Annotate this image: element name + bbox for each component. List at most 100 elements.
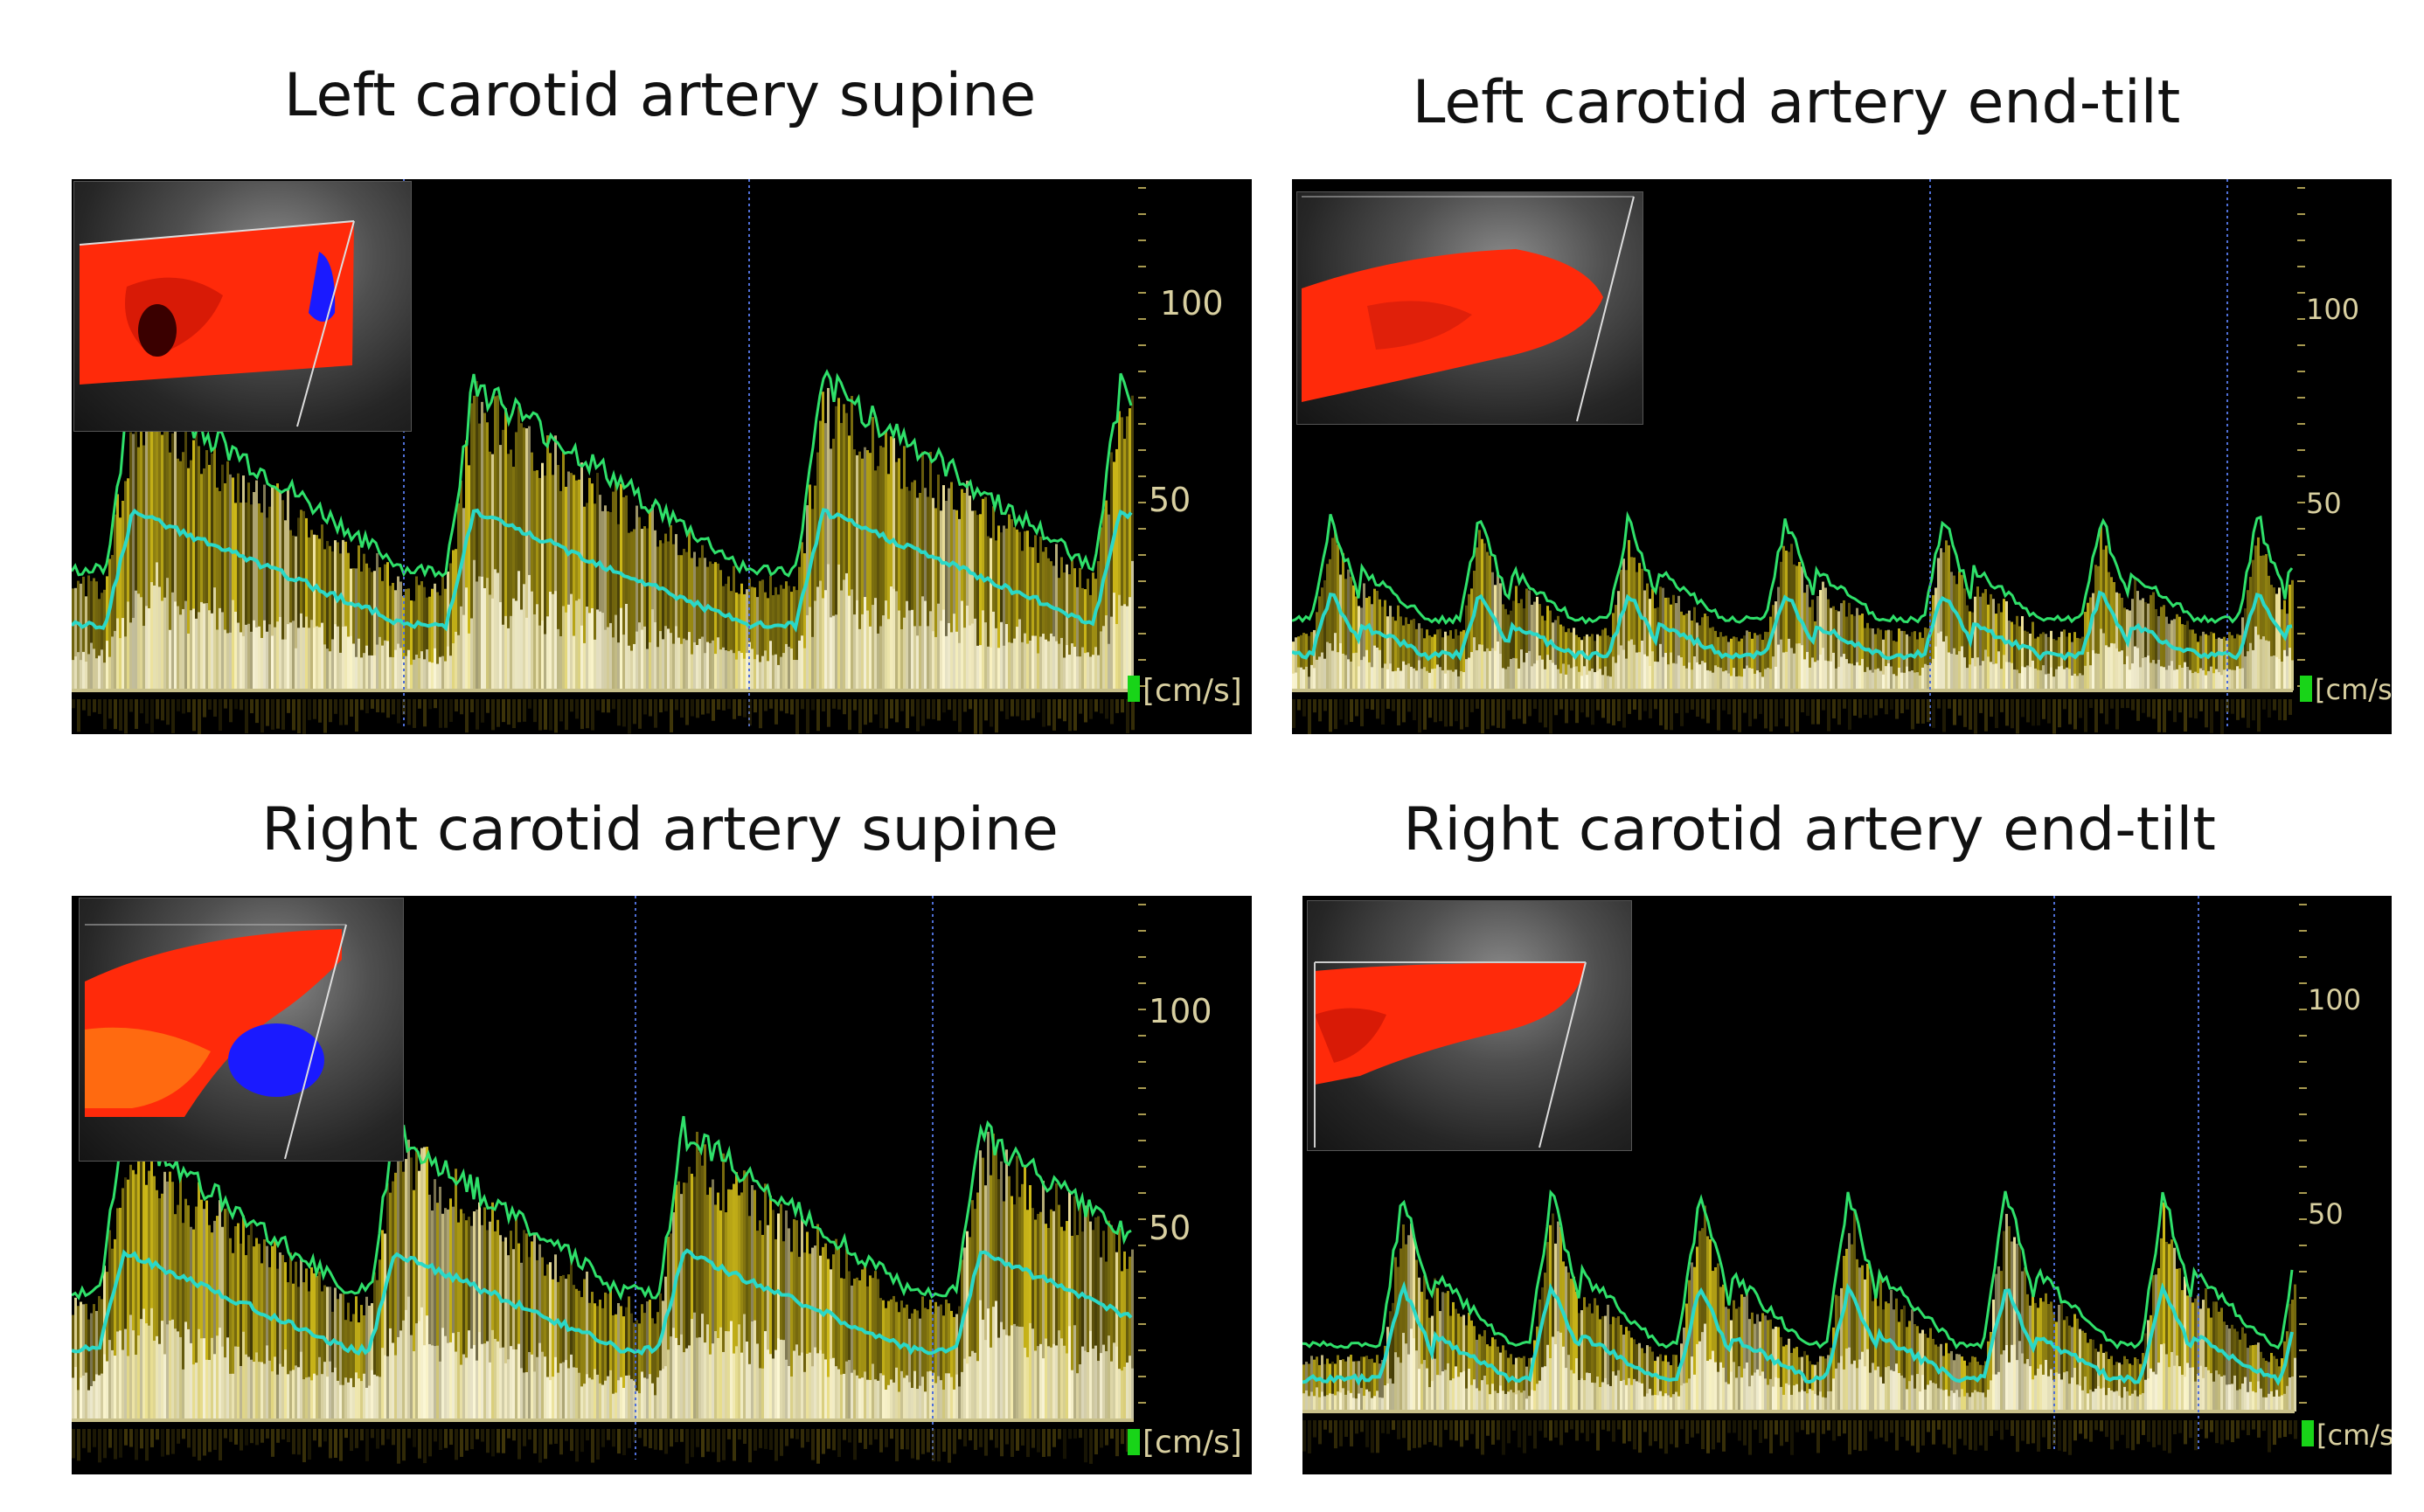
spectral-noise [2236, 699, 2240, 720]
spectral-noise [77, 1429, 80, 1461]
spectral-noise [2079, 1420, 2082, 1434]
spectral-noise [213, 1429, 217, 1450]
spectral-noise [811, 699, 815, 711]
spectral-noise [1654, 699, 1657, 710]
spectral-noise [507, 699, 510, 725]
spectral-noise [890, 699, 893, 719]
spectral-noise [533, 699, 537, 723]
spectral-noise [428, 1429, 432, 1457]
spectral-noise [1811, 699, 1815, 725]
spectral-noise [858, 699, 862, 734]
color-doppler-inset [1296, 191, 1643, 425]
spectral-noise [250, 699, 254, 714]
spectral-noise [1801, 1420, 1804, 1431]
spectral-noise [1381, 699, 1385, 725]
spectral-noise [1670, 1420, 1673, 1445]
spectral-noise [1979, 1420, 1983, 1446]
spectral-noise [2131, 699, 2135, 711]
spectral-noise [1806, 1420, 1809, 1435]
spectral-noise [1063, 699, 1066, 722]
spectral-noise [780, 699, 783, 711]
spectral-noise [990, 699, 993, 727]
spectral-noise [1806, 699, 1809, 717]
spectral-noise [423, 699, 427, 727]
spectral-noise [507, 1429, 510, 1439]
spectral-noise [434, 699, 437, 709]
spectral-noise [2058, 699, 2061, 728]
spectral-noise [911, 699, 914, 717]
spectral-noise [1612, 699, 1615, 725]
spectral-noise [953, 1429, 956, 1454]
spectral-noise [1916, 699, 1920, 724]
spectral-noise [2294, 1420, 2297, 1439]
spectral-noise [837, 699, 841, 710]
spectral-noise [1084, 1429, 1087, 1463]
spectral-noise [1633, 699, 1636, 710]
spectral-noise [921, 1429, 925, 1454]
spectral-noise [948, 699, 951, 711]
spectral-noise [397, 1429, 400, 1464]
spectral-noise [1554, 1420, 1558, 1438]
spectral-noise [827, 699, 830, 727]
spectral-noise [2047, 1420, 2051, 1450]
spectral-noise [1449, 699, 1453, 726]
spectral-noise [837, 1429, 841, 1458]
spectral-noise [2273, 699, 2276, 711]
spectral-noise [1795, 699, 1799, 732]
scale-tick-50: 50 [1149, 481, 1191, 519]
spectral-noise [628, 699, 631, 734]
spectral-noise [1885, 1420, 1888, 1442]
spectral-noise [1037, 1429, 1040, 1453]
panel-title-left-supine: Left carotid artery supine [283, 61, 1037, 130]
scale-tick-100: 100 [2308, 983, 2362, 1016]
peak-velocity-envelope [72, 369, 1133, 579]
spectral-noise [2084, 699, 2087, 732]
spectral-noise [2273, 1420, 2276, 1446]
spectral-noise [1079, 699, 1082, 714]
spectral-noise [554, 1429, 558, 1444]
spectral-noise [1890, 699, 1893, 710]
spectral-noise [1733, 1420, 1736, 1433]
spectral-noise [1570, 1420, 1573, 1430]
spectral-noise [2142, 1420, 2145, 1435]
spectral-noise [538, 1429, 542, 1463]
velocity-unit: [cm/s] [1143, 1425, 1242, 1460]
spectral-noise [2226, 699, 2229, 713]
spectral-noise [444, 1429, 448, 1448]
spectral-noise [177, 699, 180, 711]
spectral-noise [1764, 699, 1768, 729]
mean-velocity-envelope [72, 508, 1133, 633]
spectral-noise [1031, 699, 1035, 718]
spectral-noise [1995, 1420, 1998, 1431]
spectral-noise [1392, 699, 1395, 711]
spectral-noise [2121, 699, 2124, 709]
spectral-noise [1000, 1429, 1004, 1457]
spectral-noise [1068, 699, 1072, 732]
spectral-noise [1990, 699, 1993, 718]
spectral-noise [502, 699, 505, 723]
spectral-noise [2042, 699, 2045, 719]
spectral-noise [2163, 1420, 2166, 1451]
spectral-noise [1969, 1420, 1972, 1450]
panel-title-right-endtilt: Right carotid artery end-tilt [1403, 795, 2216, 864]
spectral-noise [145, 699, 149, 724]
spectral-noise [187, 699, 191, 712]
spectral-noise [1575, 699, 1579, 724]
spectral-noise [2011, 1420, 2014, 1436]
spectral-noise [900, 699, 904, 711]
spectral-noise [879, 699, 883, 728]
spectral-noise [701, 1429, 705, 1458]
spectral-noise [1596, 1420, 1600, 1451]
spectral-noise [2016, 699, 2019, 734]
spectral-noise [224, 1429, 227, 1439]
mean-velocity-envelope [72, 1248, 1133, 1356]
spectral-noise [381, 699, 385, 713]
spectral-noise [764, 699, 767, 711]
spectral-noise [318, 1429, 322, 1447]
spectral-noise [2073, 699, 2077, 730]
spectral-noise [1402, 1420, 1406, 1439]
spectral-noise [1005, 699, 1009, 719]
spectral-noise [974, 699, 977, 734]
spectral-noise [1559, 1420, 1563, 1446]
peak-velocity-envelope [1302, 1189, 2294, 1350]
